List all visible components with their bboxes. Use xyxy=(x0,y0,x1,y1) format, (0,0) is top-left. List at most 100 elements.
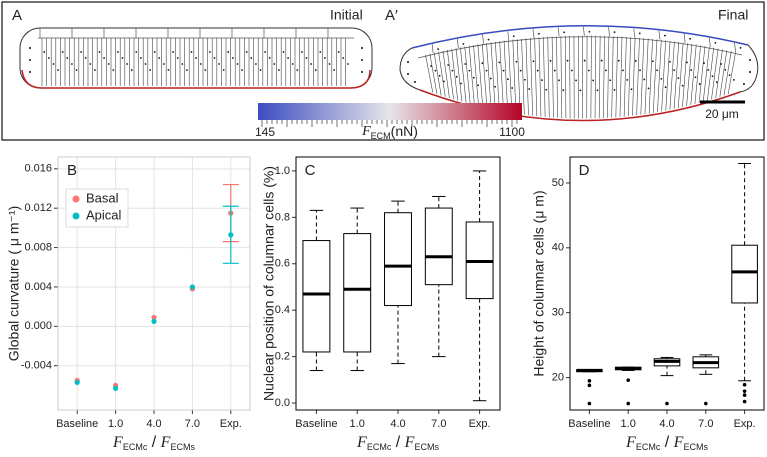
cell-wall xyxy=(652,39,658,113)
cell-wall xyxy=(551,36,554,118)
nucleus xyxy=(512,35,515,38)
point xyxy=(151,314,157,321)
cell-wall xyxy=(468,45,475,106)
nucleus xyxy=(538,32,540,35)
outlier xyxy=(742,389,747,393)
nucleus xyxy=(414,81,416,83)
label-part: ECMc xyxy=(367,442,392,452)
nucleus xyxy=(519,69,522,72)
cell-wall xyxy=(598,35,601,119)
nucleus xyxy=(199,63,202,65)
nucleus xyxy=(472,76,475,79)
nucleus xyxy=(720,63,722,65)
nucleus xyxy=(715,81,718,83)
nucleus xyxy=(485,69,488,72)
cell-wall xyxy=(594,35,597,119)
nucleus xyxy=(209,51,211,53)
nucleus xyxy=(434,69,437,72)
x-tick-label: Exp. xyxy=(734,418,756,430)
nucleus xyxy=(464,63,467,65)
nucleus xyxy=(278,69,280,71)
cell-wall xyxy=(633,28,636,38)
nucleus xyxy=(524,78,526,81)
cell-wall xyxy=(464,46,471,104)
nucleus xyxy=(588,30,591,33)
nucleus xyxy=(337,51,340,53)
nucleus xyxy=(600,59,603,62)
x-tick-label: Baseline xyxy=(295,418,337,430)
cell-wall xyxy=(457,38,459,48)
nucleus xyxy=(287,57,289,59)
x-tick-label: 4.0 xyxy=(146,418,161,430)
nucleus xyxy=(468,69,471,72)
nucleus xyxy=(494,85,496,88)
nucleus xyxy=(673,69,676,72)
cell-wall xyxy=(425,54,434,93)
nucleus xyxy=(549,60,552,62)
cell-wall xyxy=(673,42,680,109)
cell-wall xyxy=(644,38,649,115)
cell-wall xyxy=(460,47,467,103)
x-tick-label: Exp. xyxy=(469,418,491,430)
x-tick-label: 7.0 xyxy=(185,418,200,430)
cell-wall xyxy=(711,48,719,100)
y-axis-label: Height of columnar cells (μ m) xyxy=(531,190,547,376)
nucleus xyxy=(186,69,188,71)
nucleus xyxy=(314,69,317,71)
nucleus xyxy=(732,78,735,81)
nucleus xyxy=(250,57,253,59)
nucleus xyxy=(714,41,717,44)
nucleus xyxy=(140,57,142,59)
nucleus xyxy=(43,51,46,53)
nucleus xyxy=(579,89,582,92)
cell-wall xyxy=(690,44,697,106)
cell-wall xyxy=(619,36,623,117)
nucleus xyxy=(89,63,92,65)
x-tick-label: 1.0 xyxy=(621,418,636,430)
nucleus xyxy=(296,69,299,71)
nucleus xyxy=(264,51,266,53)
cell-wall xyxy=(657,39,662,113)
outlier xyxy=(587,401,592,406)
nucleus xyxy=(617,59,620,62)
cell-wall xyxy=(608,27,610,37)
x-tick-label: Exp. xyxy=(220,418,242,430)
panel-label: C xyxy=(305,162,316,179)
nucleus xyxy=(29,47,31,49)
nucleus xyxy=(167,69,170,71)
cell-wall xyxy=(486,42,492,109)
point xyxy=(151,318,157,325)
nucleus xyxy=(656,69,659,72)
label-part: ECMs xyxy=(683,442,708,452)
nucleus xyxy=(703,62,705,65)
point xyxy=(113,385,119,391)
y-tick-label: 50 xyxy=(552,177,564,189)
point xyxy=(74,379,80,386)
label-part: F xyxy=(160,434,171,451)
panel-label: B xyxy=(67,162,77,179)
nucleus xyxy=(502,69,505,72)
nucleus xyxy=(660,77,663,80)
cell-wall xyxy=(490,42,496,110)
nucleus xyxy=(630,88,633,91)
label-part: ECMc xyxy=(636,442,661,452)
nucleus xyxy=(669,60,671,63)
cell-wall xyxy=(564,36,567,119)
nucleus xyxy=(651,60,654,63)
nucleus xyxy=(158,57,161,59)
x-axis-label: FECMc / FECMs xyxy=(356,434,439,453)
stage-label: Final xyxy=(718,7,748,23)
cell-wall xyxy=(723,51,732,96)
outlier xyxy=(704,401,708,406)
label-part: ECMs xyxy=(414,442,439,452)
cell-wall xyxy=(538,37,542,117)
nucleus xyxy=(553,69,556,72)
cell-wall xyxy=(603,35,605,119)
nucleus xyxy=(75,69,78,71)
nucleus xyxy=(94,69,96,71)
cell-wall xyxy=(477,44,484,108)
nucleus xyxy=(245,51,248,53)
x-tick-label: 4.0 xyxy=(390,418,405,430)
x-tick-label: Baseline xyxy=(56,418,98,430)
nucleus xyxy=(451,69,454,72)
